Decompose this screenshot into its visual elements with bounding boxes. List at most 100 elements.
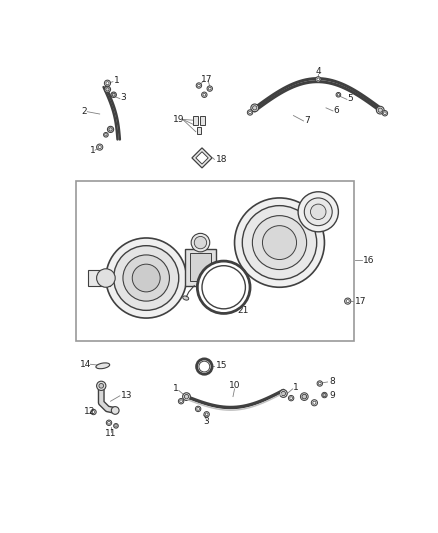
Circle shape (198, 84, 200, 87)
Text: 18: 18 (216, 155, 227, 164)
Text: 12: 12 (84, 408, 95, 416)
Polygon shape (192, 148, 212, 168)
Circle shape (104, 80, 110, 86)
Circle shape (304, 198, 332, 225)
Circle shape (313, 401, 316, 405)
Text: 15: 15 (216, 361, 227, 370)
Text: 5: 5 (348, 94, 353, 103)
Circle shape (311, 400, 318, 406)
Circle shape (184, 394, 189, 399)
Circle shape (97, 381, 106, 391)
Circle shape (103, 133, 108, 137)
Circle shape (104, 86, 110, 92)
Circle shape (203, 93, 206, 96)
Circle shape (208, 87, 211, 90)
Circle shape (105, 134, 107, 136)
Circle shape (113, 246, 179, 310)
Text: 13: 13 (120, 391, 132, 400)
Circle shape (113, 424, 118, 428)
Circle shape (199, 361, 210, 372)
Circle shape (183, 393, 191, 400)
Text: 14: 14 (80, 360, 91, 369)
Circle shape (115, 425, 117, 427)
Circle shape (194, 237, 207, 249)
Text: 16: 16 (363, 256, 374, 265)
Circle shape (91, 409, 96, 415)
Text: 19: 19 (173, 115, 184, 124)
Text: 11: 11 (105, 429, 117, 438)
Circle shape (252, 216, 307, 270)
Circle shape (180, 400, 183, 402)
Ellipse shape (183, 296, 189, 300)
Circle shape (242, 206, 317, 280)
Circle shape (197, 408, 199, 410)
Circle shape (376, 106, 384, 114)
Bar (185, 249, 216, 286)
Bar (77, 181, 354, 341)
Text: 1: 1 (90, 146, 95, 155)
Text: 2: 2 (81, 107, 87, 116)
Circle shape (337, 94, 339, 96)
Circle shape (235, 198, 325, 287)
Circle shape (97, 269, 115, 287)
Circle shape (109, 128, 112, 131)
Circle shape (205, 413, 208, 416)
Text: 21: 21 (237, 306, 248, 315)
Text: 10: 10 (229, 381, 240, 390)
Circle shape (97, 144, 103, 150)
Circle shape (315, 77, 321, 82)
Circle shape (196, 83, 201, 88)
Circle shape (318, 382, 321, 385)
Text: 1: 1 (293, 383, 299, 392)
Circle shape (249, 111, 251, 114)
Circle shape (279, 390, 287, 398)
Circle shape (336, 92, 341, 97)
Circle shape (132, 264, 160, 292)
Text: 1: 1 (173, 384, 178, 393)
Circle shape (302, 394, 306, 399)
Circle shape (345, 298, 351, 304)
Circle shape (195, 406, 201, 411)
Circle shape (108, 422, 110, 424)
Circle shape (106, 82, 109, 85)
Bar (190, 253, 211, 281)
Circle shape (123, 255, 170, 301)
Circle shape (302, 394, 307, 399)
Text: 17: 17 (356, 297, 367, 305)
Text: 3: 3 (204, 417, 209, 426)
Circle shape (323, 393, 326, 397)
Circle shape (191, 233, 210, 252)
Circle shape (298, 192, 339, 232)
Circle shape (382, 110, 388, 116)
Ellipse shape (96, 363, 110, 369)
Circle shape (111, 92, 117, 98)
Bar (198, 127, 201, 134)
Text: 7: 7 (304, 116, 310, 125)
Text: 8: 8 (330, 377, 336, 386)
Circle shape (378, 108, 382, 112)
Circle shape (300, 393, 308, 400)
Text: 1: 1 (113, 76, 120, 85)
Circle shape (202, 265, 245, 309)
Circle shape (288, 395, 294, 401)
Circle shape (111, 407, 119, 414)
Circle shape (251, 104, 258, 112)
Circle shape (106, 238, 187, 318)
Circle shape (112, 93, 115, 96)
Circle shape (106, 87, 109, 91)
Circle shape (201, 92, 207, 98)
Circle shape (262, 225, 297, 260)
Circle shape (247, 110, 253, 115)
Circle shape (178, 399, 184, 404)
Circle shape (207, 86, 212, 91)
Circle shape (322, 392, 327, 398)
Text: 4: 4 (315, 67, 321, 76)
Circle shape (197, 359, 212, 374)
Text: 3: 3 (120, 93, 127, 102)
Circle shape (281, 391, 286, 395)
Text: 6: 6 (334, 106, 339, 115)
Circle shape (253, 106, 257, 110)
Bar (200, 116, 205, 125)
Polygon shape (196, 152, 208, 164)
Circle shape (107, 126, 113, 133)
